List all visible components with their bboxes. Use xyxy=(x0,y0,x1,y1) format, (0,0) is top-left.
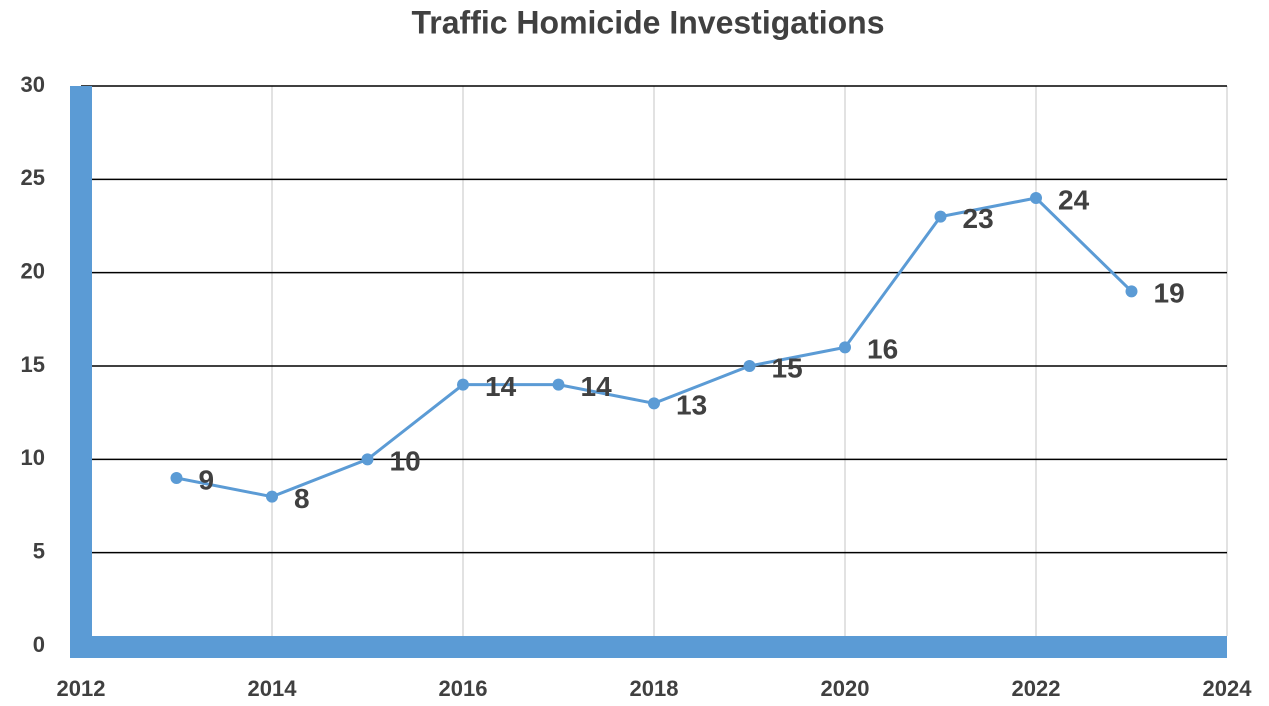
x-tick-label: 2020 xyxy=(821,676,870,701)
value-label: 9 xyxy=(199,464,215,495)
value-label: 14 xyxy=(485,371,517,402)
point xyxy=(457,378,469,391)
point xyxy=(266,490,278,503)
point xyxy=(1030,192,1042,204)
value-label: 8 xyxy=(294,483,310,514)
value-label: 10 xyxy=(390,446,421,477)
point xyxy=(1125,285,1138,298)
value-label: 19 xyxy=(1154,278,1185,309)
y-tick-label: 15 xyxy=(21,352,45,377)
y-tick-label: 5 xyxy=(33,538,45,563)
point xyxy=(648,397,660,410)
value-label: 14 xyxy=(581,371,613,402)
x-tick-label: 2014 xyxy=(248,676,298,701)
x-axis xyxy=(70,636,1227,658)
y-tick-label: 30 xyxy=(21,72,45,97)
value-label: 15 xyxy=(772,352,803,383)
y-axis xyxy=(70,86,92,658)
point xyxy=(552,378,565,391)
point xyxy=(361,453,374,466)
point xyxy=(839,341,851,354)
y-tick-label: 10 xyxy=(21,445,45,470)
y-tick-label: 0 xyxy=(33,632,45,657)
value-label: 16 xyxy=(867,334,898,365)
value-label: 24 xyxy=(1058,184,1090,215)
x-tick-label: 2022 xyxy=(1012,676,1061,701)
point xyxy=(170,472,183,484)
point xyxy=(743,360,756,372)
value-label: 13 xyxy=(676,390,707,421)
y-tick-label: 20 xyxy=(21,258,45,283)
x-tick-label: 2018 xyxy=(630,676,679,701)
x-tick-label: 2024 xyxy=(1203,676,1253,701)
point xyxy=(934,210,947,223)
value-label: 23 xyxy=(963,203,994,234)
y-tick-label: 25 xyxy=(21,165,45,190)
x-tick-label: 2012 xyxy=(57,676,106,701)
x-tick-label: 2016 xyxy=(439,676,488,701)
chart-title: Traffic Homicide Investigations xyxy=(412,4,885,40)
